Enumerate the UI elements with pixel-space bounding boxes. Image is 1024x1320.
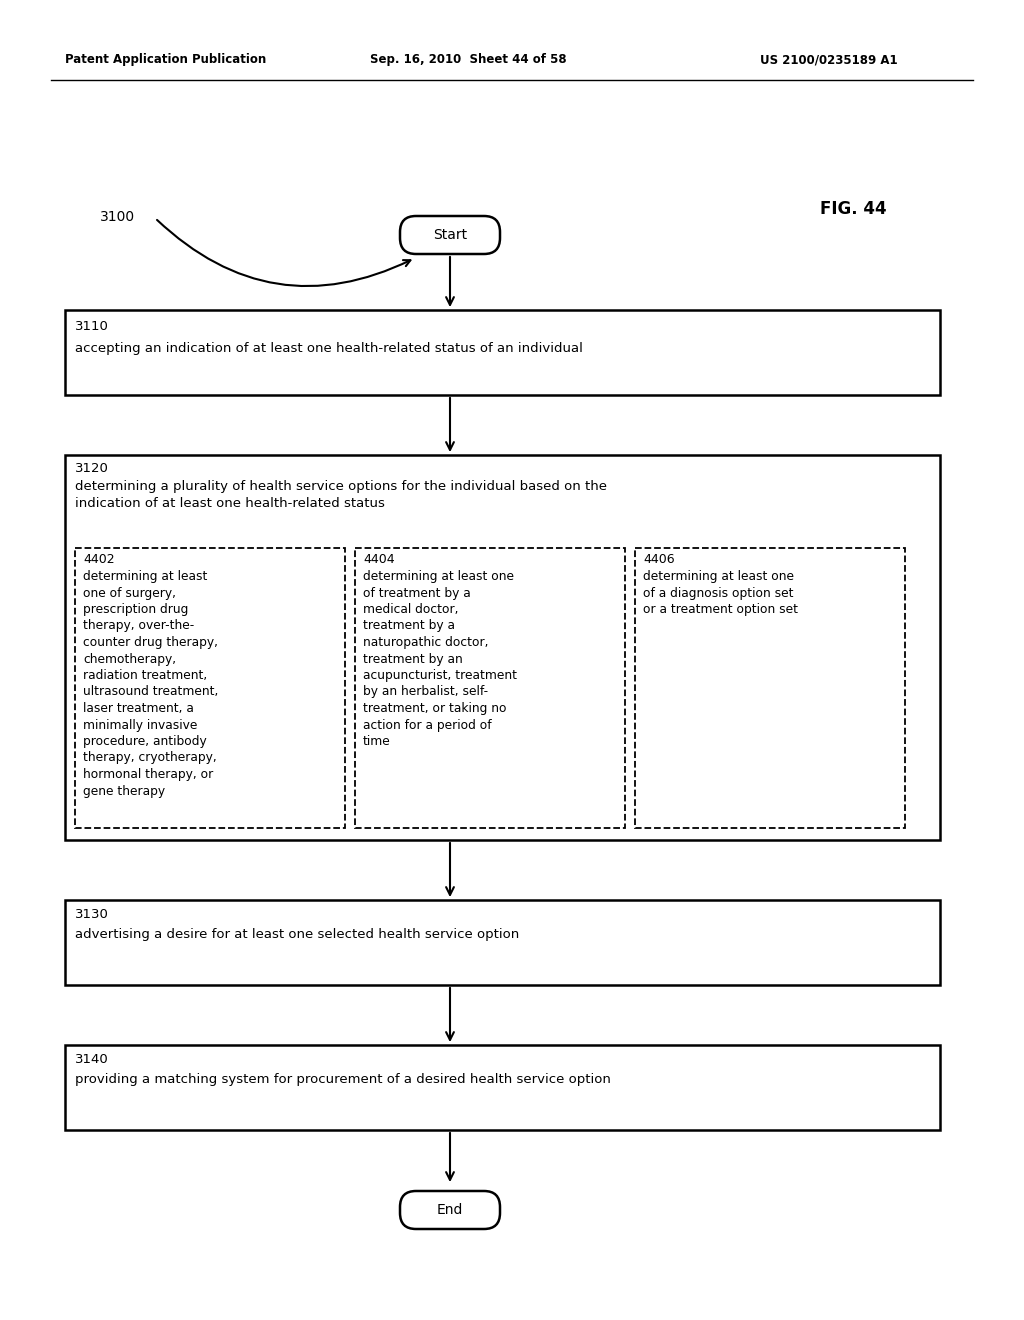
FancyBboxPatch shape [400,216,500,253]
FancyBboxPatch shape [400,1191,500,1229]
Text: Patent Application Publication: Patent Application Publication [65,54,266,66]
Bar [355,548,625,828]
Text: Sep. 16, 2010  Sheet 44 of 58: Sep. 16, 2010 Sheet 44 of 58 [370,54,566,66]
Text: End: End [437,1203,463,1217]
Text: accepting an indication of at least one health-related status of an individual: accepting an indication of at least one … [75,342,583,355]
Text: Start: Start [433,228,467,242]
Text: 3100: 3100 [100,210,135,224]
Bar [635,548,905,828]
Text: 3120: 3120 [75,462,109,475]
Text: determining at least
one of surgery,
prescription drug
therapy, over-the-
counte: determining at least one of surgery, pre… [83,570,218,797]
Bar [65,900,940,985]
Text: advertising a desire for at least one selected health service option: advertising a desire for at least one se… [75,928,519,941]
Text: determining at least one
of treatment by a
medical doctor,
treatment by a
naturo: determining at least one of treatment by… [362,570,517,748]
Text: 4402: 4402 [83,553,115,566]
Text: FIG. 44: FIG. 44 [820,201,887,218]
Bar [65,1045,940,1130]
Text: 3130: 3130 [75,908,109,921]
Text: 4406: 4406 [643,553,675,566]
Text: providing a matching system for procurement of a desired health service option: providing a matching system for procurem… [75,1073,611,1086]
Bar [75,548,345,828]
Text: 4404: 4404 [362,553,394,566]
Text: determining a plurality of health service options for the individual based on th: determining a plurality of health servic… [75,480,607,510]
Text: 3110: 3110 [75,319,109,333]
Text: US 2100/0235189 A1: US 2100/0235189 A1 [760,54,898,66]
Text: 3140: 3140 [75,1053,109,1067]
Text: determining at least one
of a diagnosis option set
or a treatment option set: determining at least one of a diagnosis … [643,570,798,616]
Bar [65,310,940,395]
Bar [65,455,940,840]
